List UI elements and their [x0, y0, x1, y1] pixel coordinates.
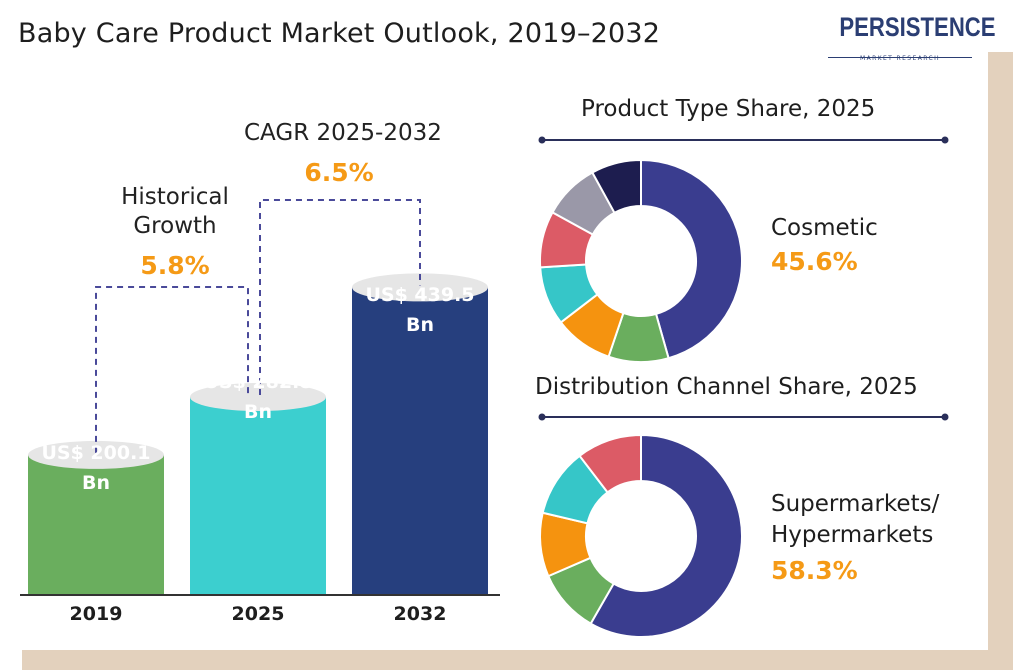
cosmetic-share-value: 45.6% [771, 247, 858, 276]
page-title: Baby Care Product Market Outlook, 2019–2… [18, 18, 661, 49]
distribution-channel-title: Distribution Channel Share, 2025 [535, 374, 918, 400]
historical-growth-label-line1: Historical [121, 184, 229, 210]
chart-canvas [20, 136, 949, 638]
x-tick-2032: 2032 [393, 603, 447, 625]
bar-2019-value-label: US$ 200.1 Bn [28, 438, 164, 498]
bar-2032-value-line2: Bn [405, 314, 434, 336]
product-type-title: Product Type Share, 2025 [581, 96, 876, 122]
product-type-divider-dot-right [941, 136, 949, 144]
bar-2032-value-label: US$ 439.5 Bn [352, 280, 488, 340]
infographic-card: Baby Care Product Market Outlook, 2019–2… [18, 12, 996, 638]
cagr-label: CAGR 2025-2032 [244, 120, 442, 146]
logo-divider [828, 57, 972, 58]
bar-2025-value-label: US$ 282.8 Bn [190, 367, 326, 427]
bar-top-2025 [190, 383, 326, 412]
bar-2019 [28, 454, 164, 595]
product-type-slice-6 [590, 158, 642, 215]
bar-2025-value-line1: US$ 282.8 [203, 371, 313, 393]
x-tick-2025: 2025 [231, 603, 285, 625]
distribution-channel-slice-4 [578, 433, 642, 494]
bar-2019-value-line2: Bn [81, 472, 110, 494]
supermarkets-label-line2: Hypermarkets [771, 522, 934, 548]
bar-2019-value-line1: US$ 200.1 [41, 442, 151, 464]
historical-growth-value: 5.8% [140, 251, 210, 280]
historical-growth-label-line2: Growth [133, 213, 217, 239]
logo-tagline: MARKET RESEARCH [860, 55, 940, 62]
cagr-connector [259, 199, 421, 396]
cosmetic-label: Cosmetic [771, 215, 878, 241]
cagr-value: 6.5% [304, 158, 374, 187]
bar-2025 [190, 397, 326, 595]
bar-2032 [352, 287, 488, 595]
distribution-channel-divider-dot-left [538, 413, 546, 421]
supermarkets-label-line1: Supermarkets/ [771, 491, 940, 517]
product-type-slice-0 [640, 158, 743, 360]
bar-top-2032 [352, 273, 488, 302]
bar-2025-value-line2: Bn [243, 401, 272, 423]
bar-top-2019 [28, 440, 164, 469]
bar-2032-value-line1: US$ 439.5 [365, 284, 475, 306]
x-tick-2019: 2019 [69, 603, 123, 625]
supermarkets-share-value: 58.3% [771, 556, 858, 585]
product-type-divider-dot-left [538, 136, 546, 144]
historical-growth-connector [95, 286, 249, 453]
distribution-channel-divider-dot-right [941, 413, 949, 421]
distribution-channel-slice-0 [589, 433, 743, 638]
brand-logo: PERSISTENCE MARKET RESEARCH [826, 12, 996, 62]
